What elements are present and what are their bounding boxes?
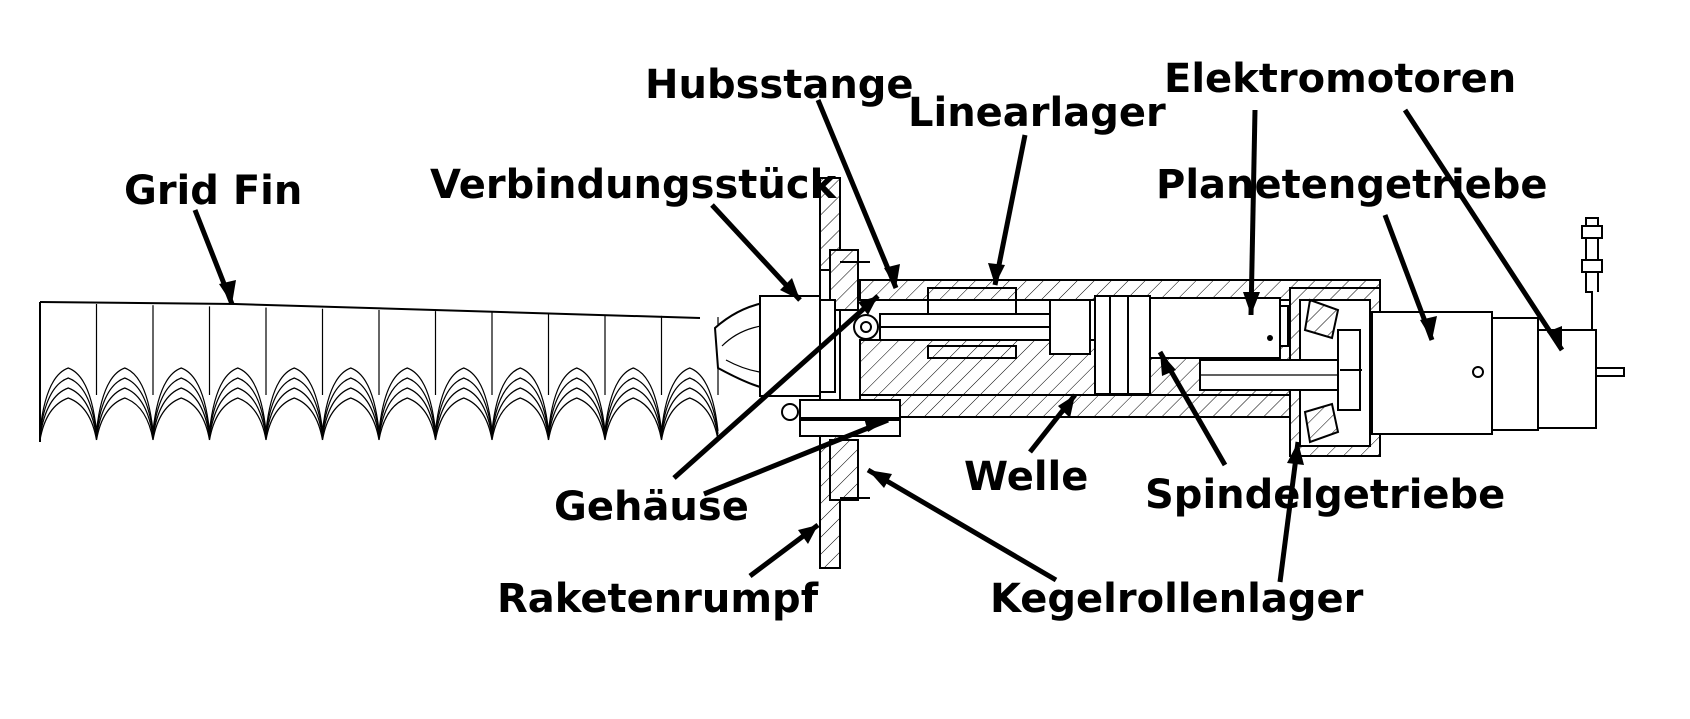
grid-fin-scallop	[95, 367, 154, 432]
grid-fin-scallop	[491, 377, 550, 435]
planetary-gearbox	[1371, 311, 1493, 435]
label-raketenrumpf: Raketenrumpf	[497, 576, 819, 622]
arrowhead-kegelrollenlager-a	[868, 470, 892, 488]
leader-lines	[192, 99, 1565, 583]
grid-fin-scallop	[152, 387, 211, 438]
grid-fin	[39, 301, 719, 442]
grid-fin-scallop	[208, 367, 267, 432]
grid-fin-scallop	[152, 397, 211, 441]
label-elektromotoren: Elektromotoren	[1164, 56, 1516, 102]
grid-fin-scallop	[321, 367, 380, 432]
grid-fin-scallop	[604, 387, 663, 438]
push-rod	[879, 299, 1091, 355]
grid-fin-scallop	[434, 367, 493, 432]
grid-fin-scallop	[208, 397, 267, 441]
leader-kegelrollenlager-a	[866, 467, 1058, 583]
grid-fin-scallop	[265, 377, 324, 435]
motor-housing	[1491, 217, 1625, 431]
grid-fin-scallop	[604, 397, 663, 441]
grid-fin-scallop	[378, 367, 437, 432]
arrowhead-elektromotoren-b	[1547, 326, 1562, 350]
leader-gehaeuse-b	[703, 417, 889, 497]
grid-fin-scallop	[265, 397, 324, 441]
grid-fin-scallop	[39, 397, 98, 441]
grid-fin-scallop	[208, 387, 267, 438]
label-linearlager: Linearlager	[908, 90, 1166, 136]
grid-fin-scallop	[604, 367, 663, 432]
leader-linearlager	[992, 134, 1028, 286]
grid-fin-scallop	[152, 377, 211, 435]
grid-fin-scallop	[491, 397, 550, 441]
leader-verbindungsstueck	[710, 203, 802, 302]
tapered-roller-bearings	[1303, 298, 1362, 444]
grid-fin-scallop	[434, 377, 493, 435]
grid-fin-scallop	[265, 387, 324, 438]
grid-fin-scallop	[660, 387, 719, 438]
grid-fin-scallop	[547, 367, 606, 432]
grid-fin-scallop	[660, 367, 719, 432]
grid-fin-scallop	[208, 377, 267, 435]
grid-fin-scallop	[152, 367, 211, 432]
grid-fin-scallop	[604, 377, 663, 435]
leader-kegelrollenlager-b	[1277, 441, 1301, 583]
grid-fin-scallop	[95, 387, 154, 438]
label-planetengetriebe: Planetengetriebe	[1156, 162, 1548, 208]
label-hubsstange: Hubsstange	[645, 62, 914, 108]
labels: Grid Fin Verbindungsstück Hubsstange Lin…	[124, 56, 1548, 622]
grid-fin-cells	[39, 304, 719, 441]
arrowhead-gehaeuse-b	[864, 418, 888, 432]
leader-elektromotoren-a	[1248, 109, 1258, 316]
grid-fin-scallop	[95, 397, 154, 441]
grid-fin-scallop	[321, 387, 380, 438]
arrowhead-welle	[1058, 395, 1075, 418]
electric-motor	[1149, 297, 1289, 359]
grid-fin-scallop	[39, 367, 98, 432]
grid-fin-scallop	[321, 377, 380, 435]
leader-elektromotoren-b	[1402, 108, 1565, 352]
linear-bearing	[927, 287, 1017, 359]
label-gehaeuse: Gehäuse	[554, 484, 749, 530]
grid-fin-scallop	[491, 367, 550, 432]
arrowhead-raketenrumpf	[798, 525, 818, 544]
spindle-nut-block	[1094, 295, 1151, 395]
arrowhead-hubsstange	[884, 264, 900, 288]
shaft	[1199, 359, 1351, 391]
grid-fin-scallop	[660, 377, 719, 435]
label-kegelrollenlager: Kegelrollenlager	[990, 576, 1364, 622]
grid-fin-scallop	[95, 377, 154, 435]
grid-fin-scallop	[378, 377, 437, 435]
arrowhead-verbindungsstueck	[780, 278, 800, 300]
arrowhead-linearlager	[988, 263, 1005, 285]
arrowhead-gehaeuse-a	[858, 296, 878, 315]
arrowhead-grid-fin	[219, 280, 236, 304]
grid-fin-scallop	[378, 397, 437, 441]
grid-fin-scallop	[378, 387, 437, 438]
label-verbindungsstueck: Verbindungsstück	[430, 162, 838, 208]
grid-fin-scallop	[321, 397, 380, 441]
arrowhead-planetengetriebe	[1420, 316, 1437, 340]
arrowhead-kegelrollenlager-b	[1287, 442, 1304, 465]
leader-hubsstange	[815, 99, 899, 289]
grid-fin-scallop	[265, 367, 324, 432]
grid-fin-scallop	[39, 387, 98, 438]
arrowhead-spindelgetriebe	[1160, 352, 1176, 376]
grid-fin-scallop	[434, 397, 493, 441]
grid-fin-scallop	[660, 397, 719, 441]
label-welle: Welle	[964, 454, 1088, 500]
grid-fin-scallop	[491, 387, 550, 438]
label-grid-fin: Grid Fin	[124, 168, 302, 214]
leader-gehaeuse-a	[672, 294, 880, 480]
grid-fin-scallop	[547, 387, 606, 438]
grid-fin-scallop	[434, 387, 493, 438]
grid-fin-scallop	[39, 377, 98, 435]
grid-fin-scallop	[547, 397, 606, 441]
arrowhead-elektromotoren-a	[1243, 292, 1260, 315]
label-spindelgetriebe: Spindelgetriebe	[1145, 472, 1505, 518]
grid-fin-scallop	[547, 377, 606, 435]
